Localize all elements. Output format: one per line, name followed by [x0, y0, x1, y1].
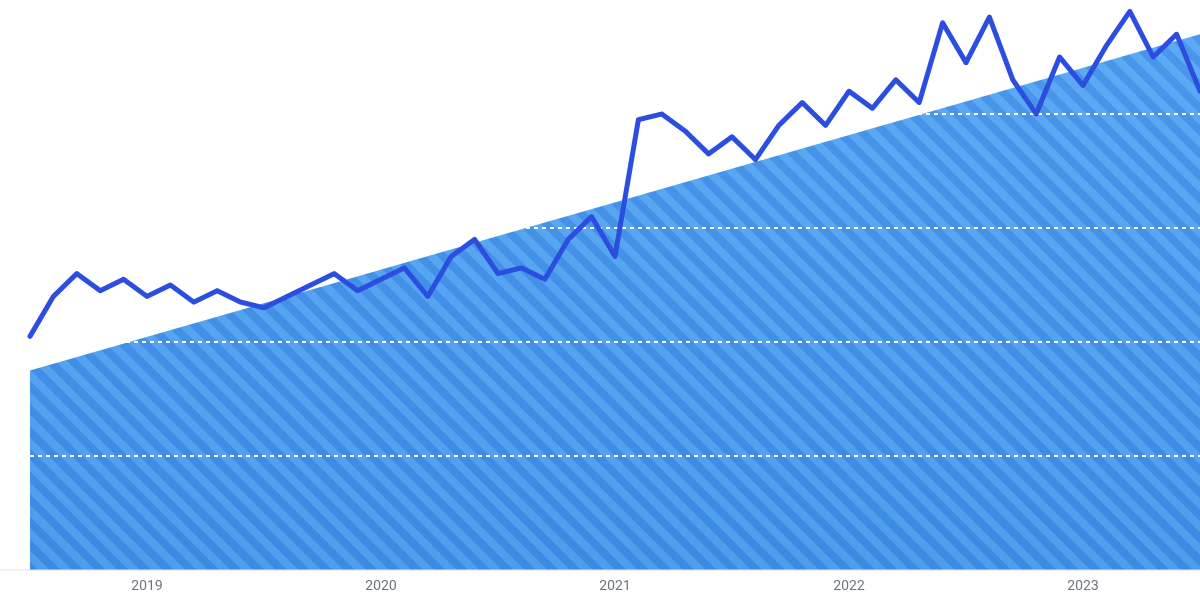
chart-svg [0, 0, 1200, 599]
x-tick-label: 2019 [131, 578, 162, 594]
x-tick-label: 2021 [599, 578, 630, 594]
x-tick-label: 2023 [1067, 578, 1098, 594]
x-tick-label: 2022 [833, 578, 864, 594]
chart-container: 2019 2020 2021 2022 2023 [0, 0, 1200, 599]
x-tick-label: 2020 [365, 578, 396, 594]
